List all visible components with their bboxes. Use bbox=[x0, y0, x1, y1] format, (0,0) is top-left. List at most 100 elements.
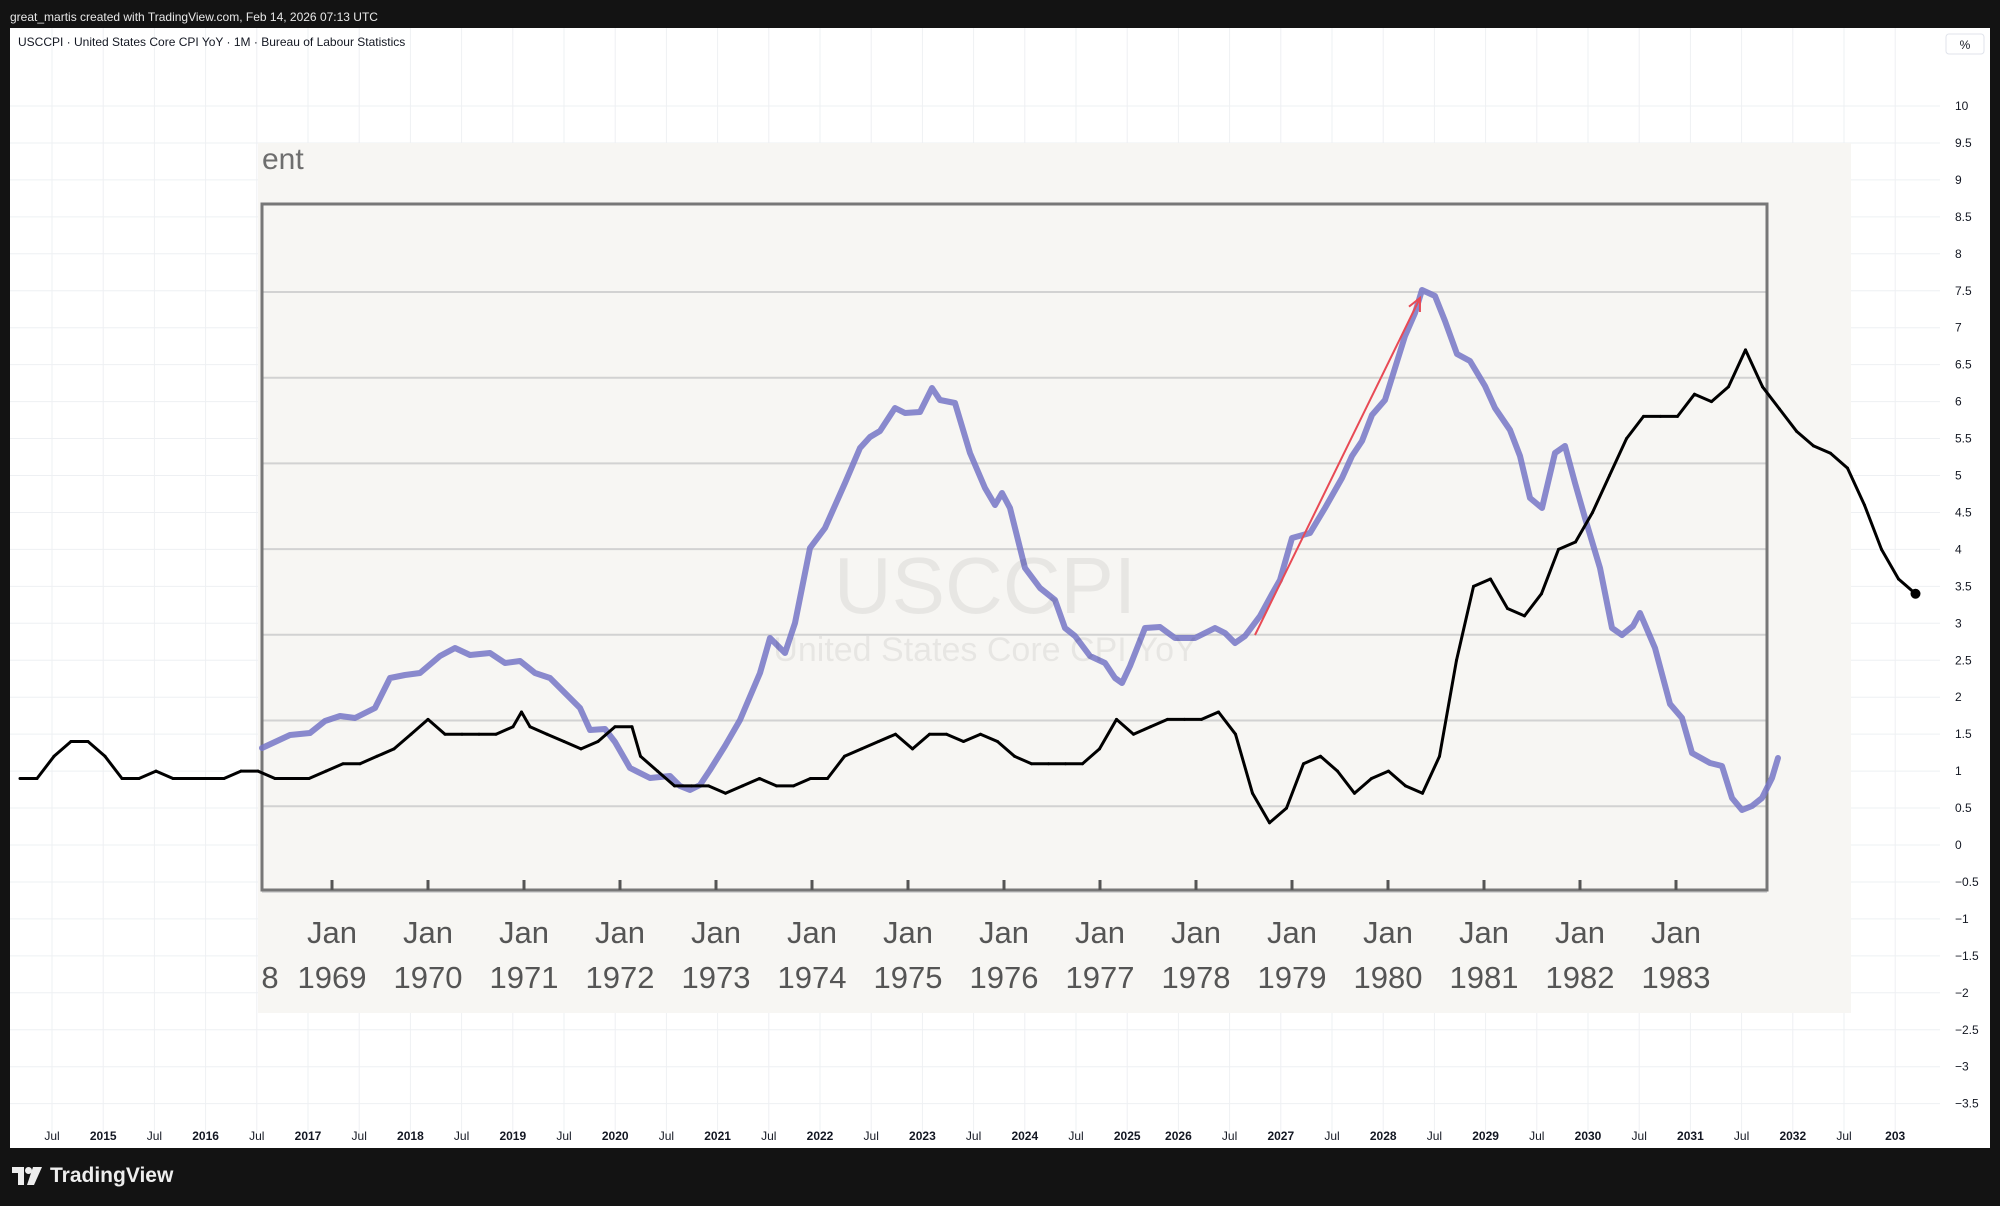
core-cpi-point bbox=[1183, 717, 1186, 721]
core-cpi-point bbox=[273, 777, 277, 780]
overlay-year-label: 1972 bbox=[586, 960, 655, 995]
core-cpi-point bbox=[1302, 762, 1305, 766]
unit-badge[interactable]: % bbox=[1960, 38, 1971, 52]
top-bar: great_martis created with TradingView.co… bbox=[0, 0, 2000, 28]
core-cpi-point bbox=[1795, 429, 1798, 433]
tradingview-logo[interactable]: TradingView bbox=[12, 1164, 173, 1188]
core-cpi-point bbox=[494, 732, 498, 736]
watermark-name: United States Core CPI YoY bbox=[773, 631, 1196, 669]
core-cpi-point bbox=[1132, 732, 1135, 736]
time-tick-label: Jul bbox=[147, 1129, 162, 1143]
overlay-month-label: Jan bbox=[1459, 915, 1509, 950]
core-cpi-point bbox=[1047, 762, 1050, 766]
time-tick-label: 2028 bbox=[1370, 1129, 1397, 1143]
price-tick-label: 7 bbox=[1955, 321, 1962, 335]
overlay-year-label: 1970 bbox=[394, 960, 463, 995]
price-scale-panel bbox=[1940, 28, 1990, 1148]
core-cpi-point bbox=[1013, 754, 1016, 758]
price-tick-label: 9.5 bbox=[1955, 136, 1972, 150]
overlay-year-label: 1982 bbox=[1546, 960, 1615, 995]
time-tick-label: 2032 bbox=[1779, 1129, 1806, 1143]
core-cpi-point bbox=[1880, 547, 1883, 551]
price-tick-label: −3 bbox=[1955, 1060, 1969, 1074]
overlay-month-label: Jan bbox=[1555, 915, 1605, 950]
time-tick-label: 2022 bbox=[807, 1129, 834, 1143]
price-tick-label: 10 bbox=[1955, 99, 1969, 113]
overlay-year-label: 1979 bbox=[1258, 960, 1327, 995]
time-tick-label: 2024 bbox=[1011, 1129, 1038, 1143]
core-cpi-point bbox=[256, 769, 260, 773]
core-cpi-point bbox=[1523, 614, 1526, 618]
core-cpi-point bbox=[690, 784, 693, 788]
core-cpi-point bbox=[341, 762, 345, 766]
core-cpi-point bbox=[562, 740, 566, 743]
time-tick-label: 2021 bbox=[704, 1129, 731, 1143]
time-tick-label: Jul bbox=[1734, 1129, 1749, 1143]
last-value-marker bbox=[1910, 588, 1921, 599]
price-tick-label: −3.5 bbox=[1955, 1097, 1979, 1111]
time-tick-label: Jul bbox=[1836, 1129, 1851, 1143]
overlay-month-label: Jan bbox=[1075, 915, 1125, 950]
core-cpi-point bbox=[1251, 791, 1254, 795]
core-cpi-point bbox=[1234, 732, 1237, 736]
price-tick-label: 5 bbox=[1955, 469, 1962, 483]
time-tick-label: Jul bbox=[249, 1129, 264, 1143]
time-scale-panel bbox=[10, 1133, 1990, 1148]
core-cpi-point bbox=[613, 725, 617, 729]
time-tick-label: 2018 bbox=[397, 1129, 424, 1143]
chart-frame[interactable]: ent 8 1969 1970 1971 1972 1973 1974 1975 1976 1977… bbox=[10, 28, 1990, 1148]
price-tick-label: −2 bbox=[1955, 986, 1969, 1000]
core-cpi-point bbox=[1642, 414, 1645, 418]
core-cpi-point bbox=[630, 725, 634, 729]
core-cpi-point bbox=[477, 732, 481, 736]
overlay-month-label: Jan bbox=[403, 915, 453, 950]
time-tick-label: Jul bbox=[864, 1129, 879, 1143]
core-cpi-point bbox=[120, 777, 124, 780]
core-cpi-point bbox=[358, 762, 362, 766]
price-tick-label: 4 bbox=[1955, 542, 1962, 556]
core-cpi-point bbox=[1064, 762, 1067, 766]
overlay-year-label: 1974 bbox=[778, 960, 847, 995]
time-tick-label: 2017 bbox=[295, 1129, 322, 1143]
symbol-legend-title[interactable]: USCCPI · United States Core CPI YoY · 1M… bbox=[18, 35, 405, 49]
core-cpi-point bbox=[1200, 717, 1203, 721]
core-cpi-point bbox=[962, 740, 965, 743]
core-cpi-point bbox=[545, 732, 549, 736]
time-tick-label: 2020 bbox=[602, 1129, 629, 1143]
core-cpi-point bbox=[894, 732, 897, 736]
price-tick-label: 1.5 bbox=[1955, 727, 1972, 741]
core-cpi-point bbox=[188, 777, 192, 780]
core-cpi-point bbox=[1846, 466, 1849, 470]
core-cpi-point bbox=[579, 747, 583, 751]
core-cpi-point bbox=[520, 710, 523, 714]
core-cpi-point bbox=[1455, 658, 1458, 662]
core-cpi-point bbox=[1727, 385, 1730, 389]
time-tick-label: 2027 bbox=[1267, 1129, 1294, 1143]
core-cpi-point bbox=[1285, 806, 1288, 810]
core-cpi-point bbox=[1676, 414, 1679, 418]
time-tick-label: Jul bbox=[1529, 1129, 1544, 1143]
core-cpi-point bbox=[1574, 540, 1577, 544]
core-cpi-point bbox=[222, 777, 226, 780]
price-tick-label: 9 bbox=[1955, 173, 1962, 187]
core-cpi-point bbox=[928, 732, 931, 736]
core-cpi-point bbox=[775, 784, 778, 788]
core-cpi-point bbox=[103, 754, 107, 758]
core-cpi-point bbox=[1506, 607, 1509, 610]
overlay-year-label: 8 bbox=[261, 960, 278, 995]
core-cpi-point bbox=[1829, 451, 1832, 455]
core-cpi-point bbox=[1421, 791, 1424, 795]
drawing-layer[interactable] bbox=[1254, 295, 1422, 636]
core-cpi-point bbox=[1625, 437, 1628, 441]
core-cpi-point bbox=[1472, 584, 1475, 588]
overlay-month-label: Jan bbox=[499, 915, 549, 950]
overlay-month-label: Jan bbox=[787, 915, 837, 950]
time-tick-label: 2026 bbox=[1165, 1129, 1192, 1143]
time-tick-label: Jul bbox=[44, 1129, 59, 1143]
core-cpi-point bbox=[1217, 710, 1220, 714]
core-cpi-point bbox=[1744, 348, 1747, 352]
price-tick-label: 4.5 bbox=[1955, 505, 1972, 519]
time-tick-label: Jul bbox=[1068, 1129, 1083, 1143]
overlay-month-label: Jan bbox=[883, 915, 933, 950]
